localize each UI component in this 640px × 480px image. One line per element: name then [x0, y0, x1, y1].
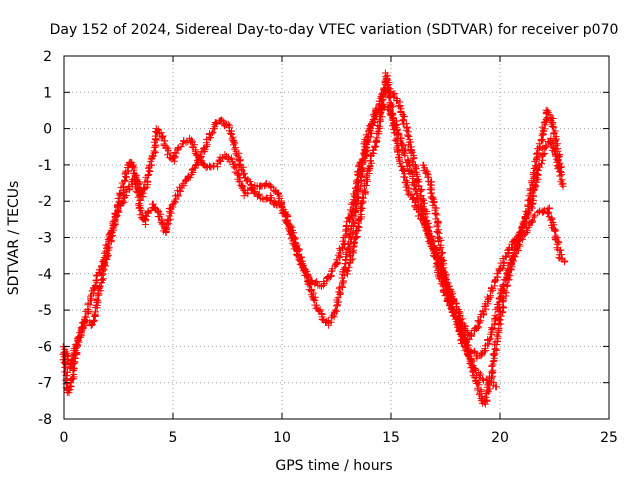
- x-tick-label: 25: [600, 430, 618, 446]
- y-tick-label: -2: [38, 194, 52, 210]
- y-tick-label: -7: [38, 376, 52, 392]
- y-tick-label: 0: [43, 122, 52, 138]
- series-track-a: [59, 84, 565, 408]
- x-tick-label: 5: [169, 430, 178, 446]
- y-tick-label: -3: [38, 231, 52, 247]
- y-tick-label: -6: [38, 339, 52, 355]
- grid-lines: [64, 56, 609, 419]
- y-tick-label: 1: [43, 85, 52, 101]
- axis-ticks: 0 5 10 15 20 25 -8 -7 -6 -5 -4 -3 -2 -1 0 1 2: [38, 49, 618, 446]
- x-tick-label: 0: [60, 430, 69, 446]
- chart-title: Day 152 of 2024, Sidereal Day-to-day VTE…: [50, 22, 619, 38]
- y-tick-label: -8: [38, 412, 52, 428]
- data-point-markers: [59, 84, 565, 408]
- data-point-markers: [419, 134, 567, 343]
- series-track-d: [419, 134, 567, 343]
- y-tick-label: -1: [38, 158, 52, 174]
- x-tick-label: 15: [382, 430, 400, 446]
- y-tick-label: -5: [38, 303, 52, 319]
- y-tick-label: 2: [43, 49, 52, 65]
- x-axis-label: GPS time / hours: [275, 458, 392, 474]
- data-points: [59, 69, 569, 408]
- y-axis-label: SDTVAR / TECUs: [6, 181, 22, 296]
- x-tick-label: 10: [273, 430, 291, 446]
- y-tick-label: -4: [38, 267, 52, 283]
- x-tick-label: 20: [491, 430, 509, 446]
